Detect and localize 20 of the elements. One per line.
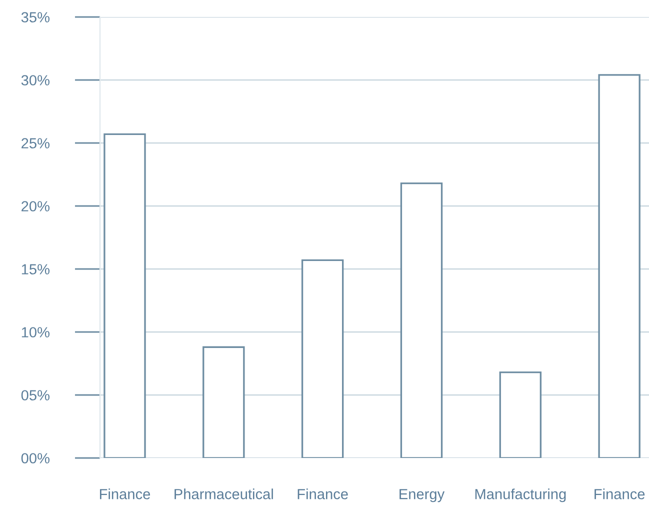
bar [301,259,344,458]
y-tick-label: 15% [22,264,50,274]
x-tick-label: Pharmaceutical [174,488,273,500]
y-tick-label: 00% [21,453,50,464]
bar [400,182,443,458]
x-tick-label: Manufacturing [475,488,566,502]
bar [499,371,542,458]
x-tick-label: Energy [400,489,445,502]
x-tick-label: Finance [594,488,645,500]
y-tick-label: 25% [22,138,50,148]
bar [104,133,146,458]
y-tick-label: 30% [21,75,50,86]
bar [598,74,640,458]
x-tick-label: Finance [100,488,150,500]
y-tick-label: 35% [21,12,50,22]
y-tick-label: 20% [22,201,50,212]
x-tick-label: Finance [298,488,348,500]
bar [202,346,245,458]
y-tick-label: 10% [22,327,50,338]
y-tick-label: 05% [21,390,50,400]
